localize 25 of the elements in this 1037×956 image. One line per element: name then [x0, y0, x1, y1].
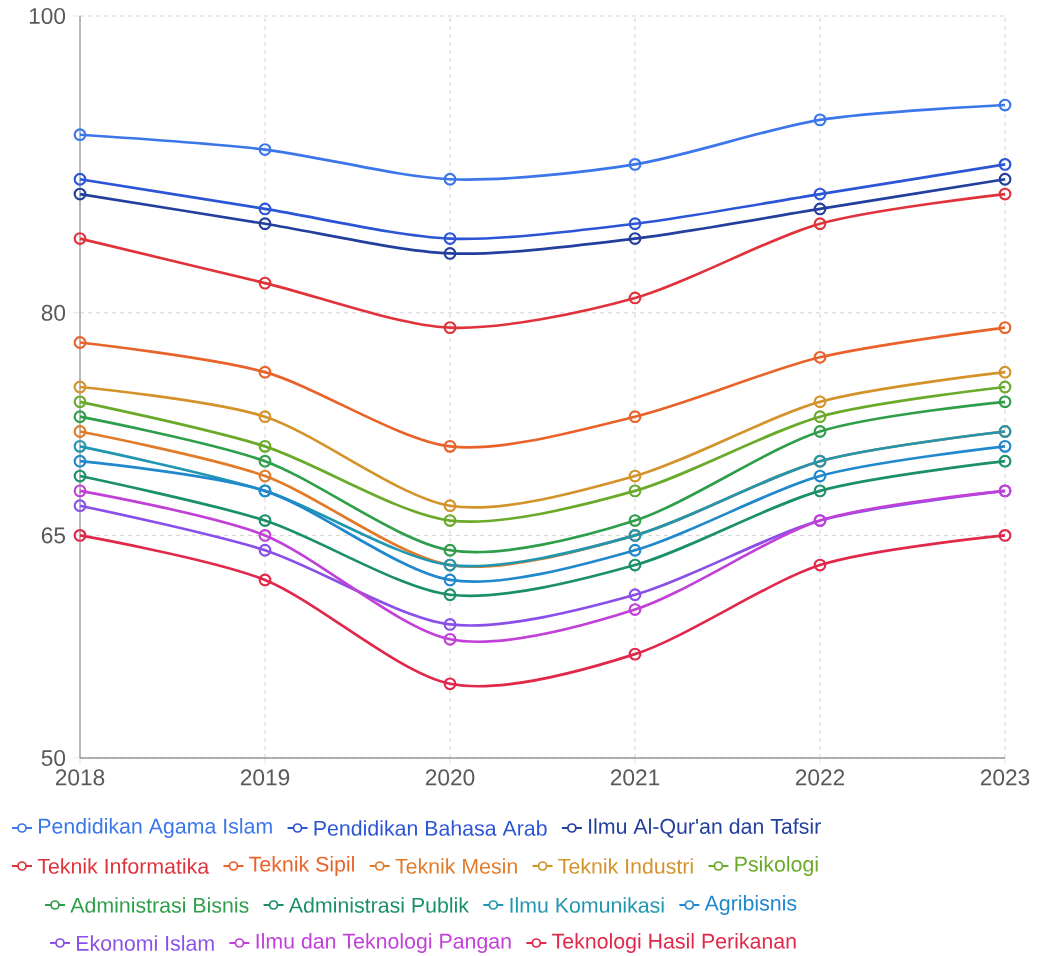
legend-label: Ilmu Al-Qur'an dan Tafsir [589, 818, 821, 838]
legend-label: Administrasi Publik [288, 897, 469, 913]
x-tick-label: 2019 [240, 769, 290, 786]
x-tick-label: 2023 [980, 769, 1030, 786]
x-tick-label: 2020 [425, 769, 475, 786]
legend-label: Pendidikan Agama Islam [39, 818, 272, 838]
legend-label: Teknik Industri [558, 858, 693, 874]
x-tick-label: 2018 [55, 769, 105, 786]
legend-label: Administrasi Bisnis [70, 897, 249, 913]
legend-label: Psikologi [735, 856, 818, 876]
x-tick-label: 2021 [610, 769, 660, 786]
legend-label: Pendidikan Bahasa Arab [314, 820, 547, 836]
legend-label: Ekonomi Islam [77, 935, 214, 951]
legend-label: Ilmu dan Teknologi Pangan [256, 933, 511, 953]
legend-label: Teknologi Hasil Perikanan [552, 933, 796, 953]
legend-label: Teknik Informatika [37, 858, 210, 874]
legend-label: Teknik Mesin [395, 858, 517, 874]
legend-label: Agribisnis [704, 895, 797, 915]
y-tick-label: 100 [29, 7, 66, 25]
legend-label: Ilmu Komunikasi [510, 897, 664, 913]
legend-label: Teknik Sipil [249, 856, 354, 876]
x-tick-label: 2022 [795, 769, 845, 786]
y-tick-label: 50 [41, 749, 66, 767]
y-tick-label: 65 [41, 527, 65, 544]
y-tick-label: 80 [41, 304, 66, 321]
